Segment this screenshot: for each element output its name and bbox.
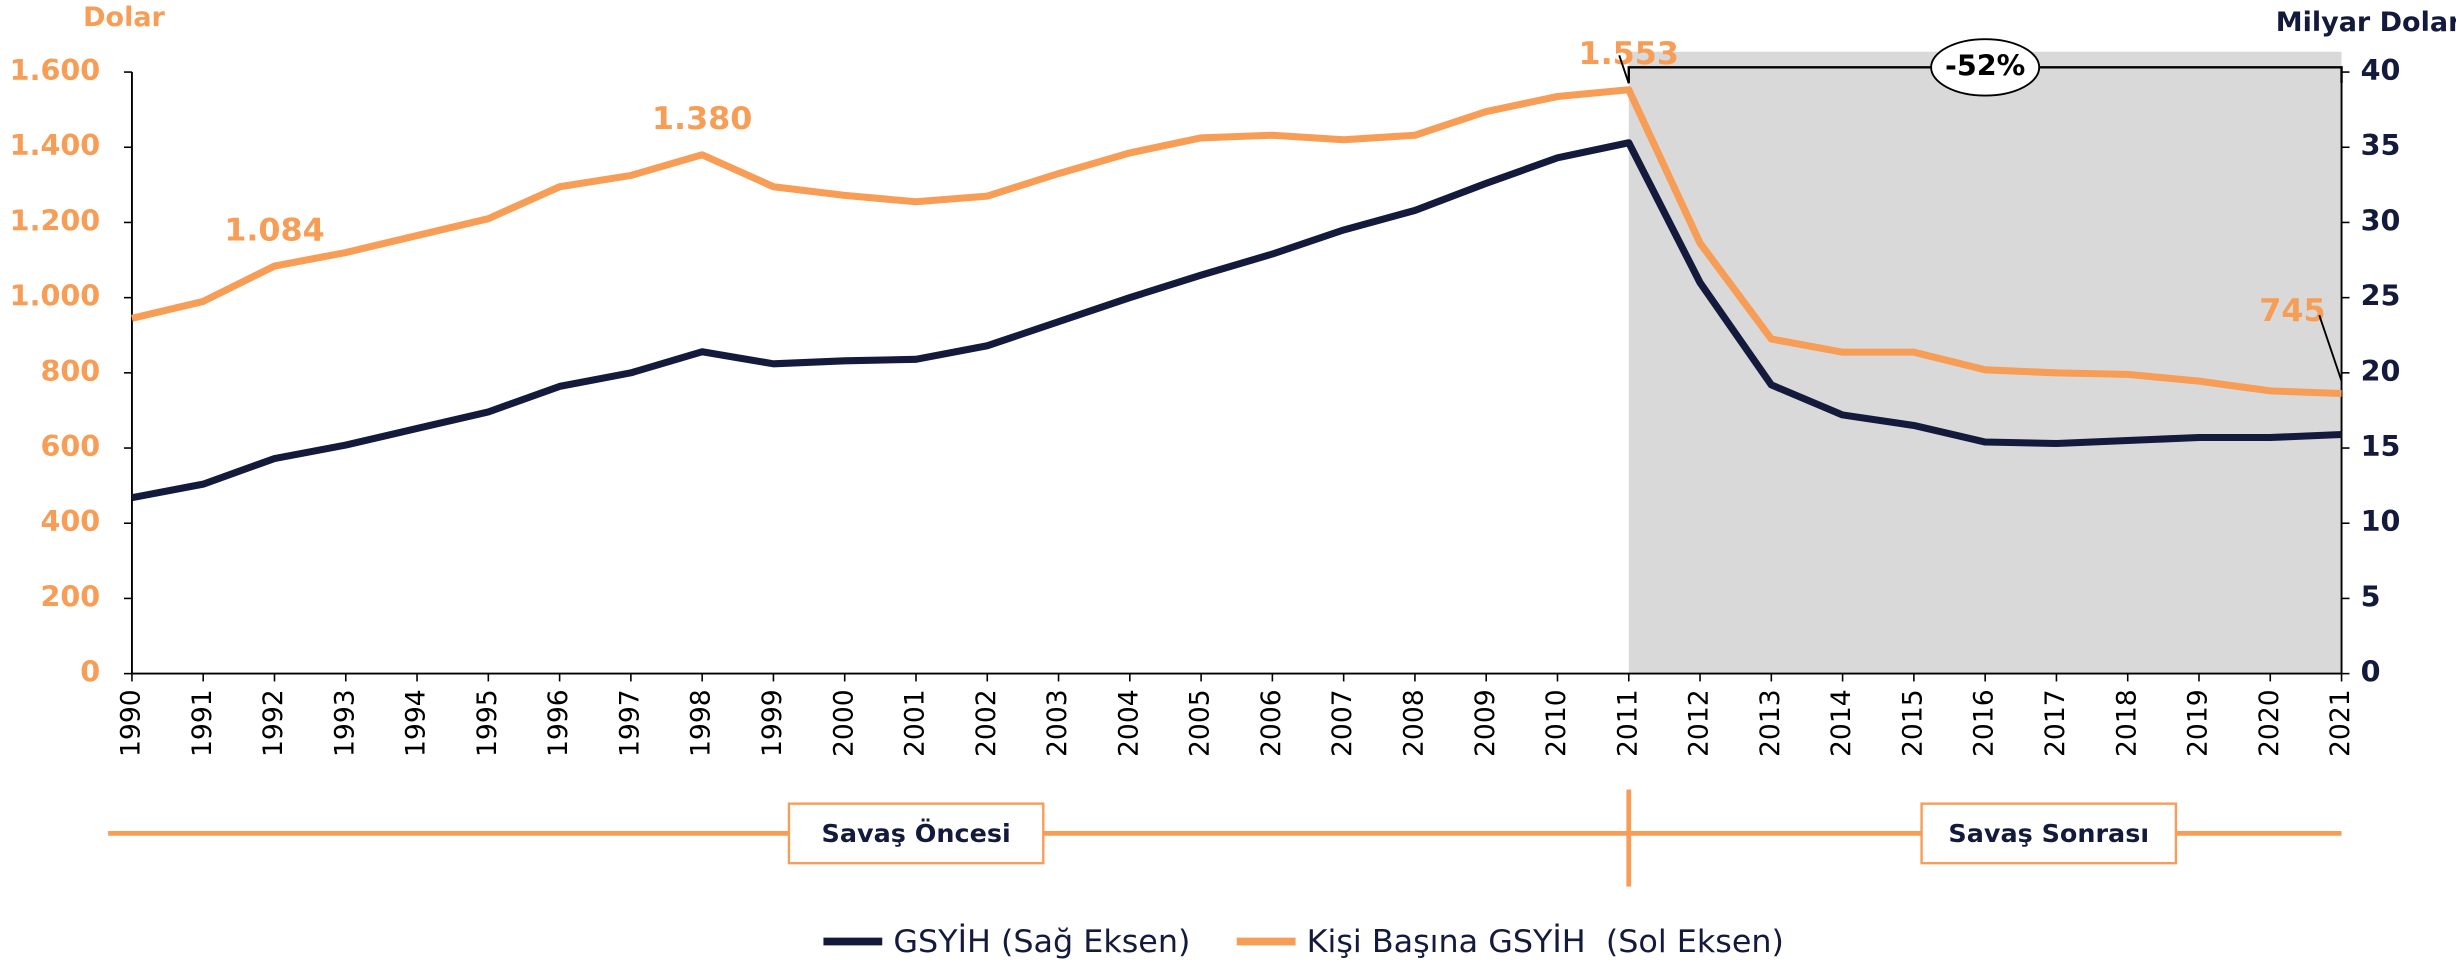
period-box: [1920, 802, 2178, 865]
value-label: 1.553: [1579, 36, 1680, 72]
x-tick-label: 2007: [1327, 689, 1358, 757]
x-tick-label: 2004: [1113, 689, 1144, 757]
x-tick-label: 1997: [614, 689, 645, 757]
x-tick-label: 2010: [1541, 689, 1572, 757]
x-tick-label: 1990: [115, 689, 146, 757]
y-tick-label: 1.400: [10, 129, 100, 162]
x-tick-label: 2015: [1897, 689, 1928, 757]
x-tick-label: 2001: [899, 689, 930, 757]
x-tick-label: 2003: [1042, 689, 1073, 757]
series-line: [131, 86, 2342, 398]
x-tick-label: 1996: [543, 689, 574, 757]
x-tick-label: 1992: [258, 689, 289, 757]
x-tick-label: 2006: [1256, 689, 1287, 757]
x-tick-label: 2012: [1683, 689, 1714, 757]
x-tick-label: 2008: [1398, 689, 1429, 757]
x-tick-label: 1993: [329, 689, 360, 757]
y-tick-label: 1.200: [10, 205, 100, 238]
x-tick-label: 2016: [1969, 689, 2000, 757]
y2-axis-label: Milyar Dolar: [2276, 7, 2456, 38]
y2-tick-label: 20: [2361, 355, 2401, 388]
x-tick-label: 2021: [2325, 689, 2356, 757]
value-label: 1.380: [652, 101, 753, 137]
x-tick-label: 1991: [187, 689, 218, 757]
y2-tick-label: 25: [2361, 280, 2401, 313]
period-box: [787, 802, 1045, 865]
y2-tick-label: 30: [2361, 205, 2401, 238]
x-tick-label: 1995: [472, 689, 503, 757]
change-badge: [1930, 38, 2041, 97]
value-label: 1.084: [224, 213, 325, 249]
x-tick-label: 2011: [1612, 689, 1643, 757]
y2-tick-label: 5: [2361, 581, 2381, 614]
value-label-arrow: [1618, 54, 1630, 84]
y-tick-label: 400: [40, 505, 100, 538]
y2-tick-label: 35: [2361, 129, 2401, 162]
y-tick-label: 200: [40, 581, 100, 614]
value-label: 745: [2259, 293, 2325, 329]
x-tick-label: 2020: [2254, 689, 2285, 757]
x-tick-label: 1998: [686, 689, 717, 757]
change-label: -52%: [1945, 49, 2025, 82]
x-tick-label: 2013: [1755, 689, 1786, 757]
series-line: [131, 139, 2342, 502]
y-tick-label: 600: [40, 430, 100, 463]
x-tick-label: 2000: [828, 689, 859, 757]
y-tick-label: 1.000: [10, 280, 100, 313]
value-label-arrow: [2318, 314, 2343, 382]
x-tick-label: 2005: [1184, 689, 1215, 757]
x-tick-label: 1994: [400, 689, 431, 757]
legend-label: Kişi Başına GSYİH (Sol Eksen): [1307, 922, 1784, 960]
x-tick-label: 1999: [757, 689, 788, 757]
x-tick-label: 2002: [971, 689, 1002, 757]
shaded-period: [1628, 51, 2342, 674]
x-tick-label: 2018: [2111, 689, 2142, 757]
period-label: Savaş Öncesi: [822, 818, 1011, 848]
x-tick-label: 2014: [1826, 689, 1857, 757]
y-tick-label: 1.600: [10, 54, 100, 87]
x-tick-label: 2017: [2040, 689, 2071, 757]
x-tick-label: 2009: [1470, 689, 1501, 757]
y-axis-label: Dolar: [83, 2, 166, 33]
legend-label: GSYİH (Sağ Eksen): [893, 922, 1190, 960]
y2-tick-label: 15: [2361, 430, 2401, 463]
y2-tick-label: 10: [2361, 505, 2401, 538]
x-tick-label: 2019: [2182, 689, 2213, 757]
y-tick-label: 0: [80, 656, 100, 689]
y2-tick-label: 40: [2361, 54, 2401, 87]
y-tick-label: 800: [40, 355, 100, 388]
period-label: Savaş Sonrası: [1948, 819, 2149, 848]
y2-tick-label: 0: [2361, 656, 2381, 689]
